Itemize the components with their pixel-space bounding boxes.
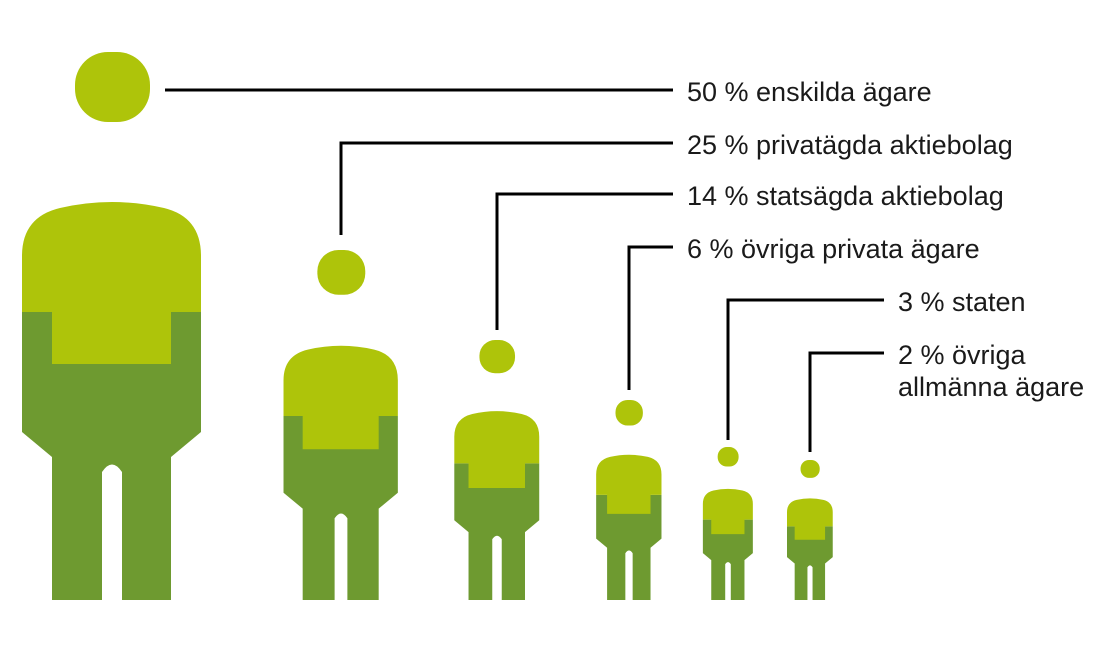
data-label: 2 % övriga allmänna ägare [898,340,1084,402]
person-figure [22,52,201,600]
person-body [787,526,833,600]
data-label: 6 % övriga privata ägare [687,234,980,264]
person-figure [596,400,662,600]
person-shirt [702,488,753,535]
person-shirt [22,202,201,364]
leader-line [726,298,884,440]
figures-group [22,52,833,601]
labels-group: 50 % enskilda ägare 25 % privatägda aktie… [687,77,1084,402]
data-label: 14 % statsägda aktiebolag [687,181,1004,211]
person-body [702,519,753,600]
person-shirt [596,454,662,514]
person-head [615,400,643,426]
leader-line [495,192,673,330]
person-figure [283,250,398,600]
leader-line [808,351,884,452]
data-label-line: 50 % enskilda ägare [687,77,932,107]
person-body [454,463,540,601]
person-shirt [283,345,398,450]
leader-lines-group [165,88,884,452]
data-label-line: allmänna ägare [898,372,1084,402]
data-label-line: 6 % övriga privata ägare [687,234,980,264]
person-head [75,52,150,122]
data-label: 50 % enskilda ägare [687,77,932,107]
person-body [22,312,201,600]
data-label-line: 2 % övriga [898,340,1027,370]
data-label-line: 14 % statsägda aktiebolag [687,181,1004,211]
person-head [717,447,739,467]
person-shirt [787,498,833,540]
leader-line [339,141,673,235]
person-figure [702,447,753,600]
person-head [317,250,366,295]
person-figure [454,340,540,601]
data-label-line: 25 % privatägda aktiebolag [687,130,1013,160]
person-body [596,494,662,600]
person-figure [787,460,833,600]
person-head [800,460,820,478]
person-body [283,416,398,600]
data-label-line: 3 % staten [898,287,1026,317]
person-shirt [454,411,540,489]
data-label: 25 % privatägda aktiebolag [687,130,1013,160]
person-head [479,340,516,374]
leader-line [627,245,673,390]
data-label: 3 % staten [898,287,1026,317]
